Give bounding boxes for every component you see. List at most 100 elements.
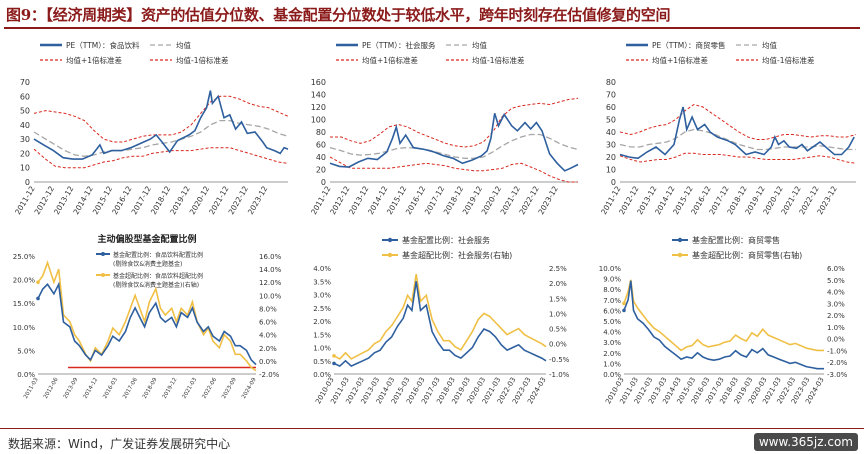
y-tick-label: 20 — [606, 153, 616, 162]
legend-label-fund-note: (剔除食饮&消费主题基金) — [113, 260, 182, 268]
y-tick-label: 3.0% — [313, 292, 331, 300]
series-line-mean-plus-1sd — [619, 103, 857, 140]
y-tick-label: 40 — [20, 121, 30, 130]
figure-title: 图9：【经济周期类】资产的估值分位数、基金配置分位数处于较低水平，跨年时刻存在估… — [6, 6, 671, 24]
y-tick-label: 20 — [316, 166, 326, 175]
y-tick-label: 1.0% — [313, 345, 331, 353]
y-tick-label: 20 — [20, 149, 30, 158]
y2-tick-label: 4.0% — [259, 332, 277, 340]
y-tick-label: 60 — [20, 92, 30, 101]
series-point-excess — [622, 301, 626, 306]
y-tick-label: 30 — [606, 141, 616, 150]
legend-label-excess-note: (剔除食饮&消费主题基金)(右轴) — [113, 281, 199, 289]
series-line-mean — [619, 128, 856, 151]
y2-tick-label: -1.0% — [827, 347, 848, 355]
y2-tick-label: 6.0% — [259, 319, 277, 327]
y2-tick-label: 8.0% — [259, 305, 277, 313]
x-tick-label: 2024-09 — [241, 377, 258, 400]
y-tick-label: 5.0% — [17, 347, 35, 355]
x-tick-label: 2018-09 — [142, 377, 159, 400]
x-tick-label: 2012-06 — [43, 377, 60, 400]
y-tick-label: 80 — [316, 128, 326, 137]
series-line-mean — [33, 119, 289, 157]
watermark: www.365jz.com — [753, 433, 858, 451]
figure-footer: 数据来源：Wind，广发证券发展研究中心 www.365jz.com — [0, 428, 864, 454]
y2-tick-label: 12.0% — [259, 279, 282, 287]
y2-tick-label: 4.0% — [827, 289, 845, 297]
legend-label-pe: PE（TTM）：社会服务 — [362, 40, 436, 50]
series-point-fund — [36, 296, 40, 301]
y-tick-label: 120 — [311, 103, 326, 112]
y2-tick-label: 0.0% — [549, 341, 567, 349]
source-note: 数据来源：Wind，广发证券发展研究中心 — [8, 437, 231, 451]
x-tick-label: 2016-03 — [102, 377, 119, 400]
y2-tick-label: 0.0% — [259, 358, 277, 366]
series-line-excess — [623, 279, 824, 352]
legend-marker-fund — [677, 237, 683, 243]
y2-tick-label: 16.0% — [259, 253, 282, 261]
legend-label-down: 均值-1倍标准差 — [472, 55, 525, 65]
y-tick-label: 160 — [311, 78, 326, 87]
legend-label-fund: 基金配置比例：社会服务 — [402, 235, 490, 245]
chart-title: 主动偏股型基金配置比例 — [97, 233, 196, 245]
y-tick-label: 0 — [611, 178, 616, 187]
y-tick-label: 5.0% — [603, 318, 621, 326]
y2-tick-label: 1.5% — [549, 295, 567, 303]
y-tick-label: 1.0% — [603, 360, 621, 368]
legend-marker-excess — [101, 273, 105, 277]
legend-label-down: 均值-1倍标准差 — [762, 55, 815, 65]
legend-marker-excess — [387, 252, 393, 258]
y-tick-label: 0 — [321, 178, 326, 187]
y-tick-label: 8.0% — [603, 286, 621, 294]
y-tick-label: 70 — [20, 78, 30, 87]
legend-label-down: 均值-1倍标准差 — [176, 55, 229, 65]
y-tick-label: 20.0% — [13, 277, 36, 285]
y-tick-label: 10.0% — [13, 324, 36, 332]
y-tick-label: 140 — [311, 91, 326, 100]
y-tick-label: 6.0% — [603, 307, 621, 315]
y-tick-label: 2.5% — [313, 305, 331, 313]
y2-tick-label: 10.0% — [259, 292, 282, 300]
y-tick-label: 70 — [606, 91, 616, 100]
series-point-fund — [332, 361, 336, 366]
legend-label-up: 均值+1倍标准差 — [362, 55, 419, 65]
y2-tick-label: 2.5% — [549, 265, 567, 273]
y-tick-label: 2.0% — [603, 350, 621, 358]
series-line-fund — [333, 281, 547, 368]
x-tick-label: 2017-06 — [122, 377, 139, 400]
y2-tick-label: -0.5% — [549, 356, 570, 364]
y-tick-label: 0.0% — [313, 371, 331, 379]
y2-tick-label: 3.0% — [827, 300, 845, 308]
y-tick-label: 60 — [316, 141, 326, 150]
y-tick-label: 50 — [20, 107, 30, 116]
y2-tick-label: -2.0% — [259, 371, 280, 379]
series-line-excess — [333, 273, 547, 360]
y-tick-label: 30 — [20, 135, 30, 144]
legend-label-fund: 基金配置比例：商贸零售 — [692, 235, 780, 245]
series-line-mean-minus-1sd — [619, 152, 857, 164]
series-line-fund — [37, 281, 257, 366]
x-tick-label: 2021-03 — [182, 377, 199, 400]
x-tick-label: 2022-06 — [201, 377, 218, 400]
legend-label-pe: PE（TTM）：食品饮料 — [66, 40, 140, 50]
legend-label-mean: 均值 — [472, 40, 487, 50]
legend-label-mean: 均值 — [176, 40, 191, 50]
legend-marker-fund — [101, 252, 105, 256]
y2-tick-label: 2.0% — [827, 312, 845, 320]
y-tick-label: 50 — [606, 116, 616, 125]
series-line-fund — [623, 280, 824, 370]
y2-tick-label: 2.0% — [549, 280, 567, 288]
series-line-pe — [33, 90, 289, 160]
y-tick-label: 2.0% — [313, 318, 331, 326]
series-line-mean-plus-1sd — [330, 97, 579, 148]
figure-header: 图9：【经济周期类】资产的估值分位数、基金配置分位数处于较低水平，跨年时刻存在估… — [0, 0, 864, 29]
legend-label-pe: PE（TTM）：商贸零售 — [652, 40, 726, 50]
y-tick-label: 10.0% — [599, 265, 622, 273]
y-tick-label: 40 — [316, 153, 326, 162]
series-line-mean-plus-1sd — [33, 95, 289, 143]
y2-tick-label: -3.0% — [827, 371, 848, 379]
